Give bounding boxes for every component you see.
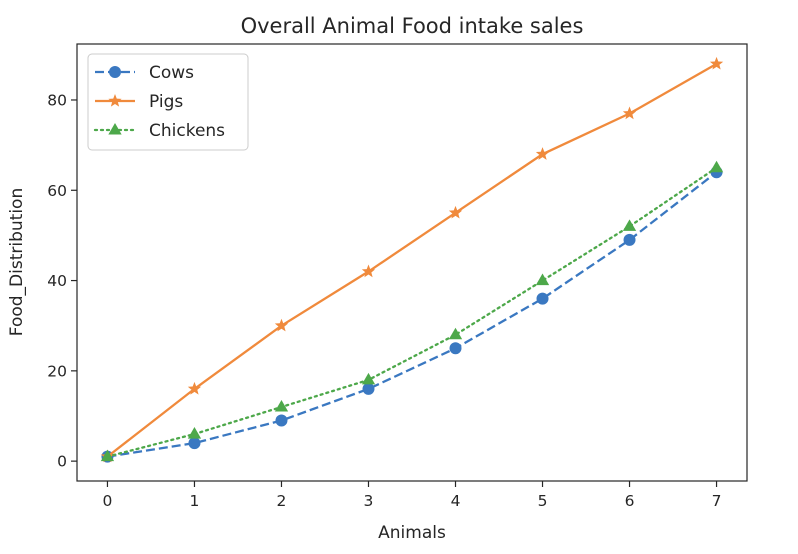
data-point-pigs bbox=[535, 147, 550, 160]
data-point-pigs bbox=[709, 56, 724, 70]
series-line-pigs bbox=[106, 62, 718, 458]
axis-ticks: 0 1 2 3 4 5 6 7 0 20 40 60 80 bbox=[47, 91, 721, 510]
data-point-chickens bbox=[100, 449, 115, 462]
data-point-chickens bbox=[187, 427, 202, 439]
series-chickens bbox=[100, 160, 724, 462]
data-point-pigs bbox=[187, 381, 202, 395]
data-point-cows bbox=[188, 437, 201, 450]
data-point-chickens bbox=[535, 273, 550, 286]
x-axis-label: Animals bbox=[378, 523, 446, 543]
legend-marker-chickens bbox=[108, 123, 122, 135]
data-point-pigs bbox=[622, 106, 637, 120]
x-tick-label: 3 bbox=[364, 492, 374, 510]
y-axis-label: Food_Distribution bbox=[7, 188, 27, 336]
data-point-cows bbox=[275, 414, 288, 427]
data-point-cows bbox=[449, 342, 462, 355]
data-point-pigs bbox=[274, 318, 289, 332]
legend-item-pigs: Pigs bbox=[95, 92, 183, 112]
data-point-pigs bbox=[361, 264, 376, 278]
y-tick-label: 20 bbox=[47, 362, 67, 380]
x-tick-label: 2 bbox=[277, 492, 287, 510]
data-point-pigs bbox=[448, 205, 463, 219]
x-tick-label: 1 bbox=[190, 492, 200, 510]
legend-marker-cows bbox=[109, 66, 121, 78]
legend-box bbox=[87, 53, 249, 151]
data-point-cows bbox=[536, 292, 549, 305]
y-tick-label: 60 bbox=[47, 182, 67, 200]
data-point-chickens bbox=[361, 372, 376, 385]
legend-item-chickens: Chickens bbox=[93, 121, 225, 141]
legend-label-pigs: Pigs bbox=[149, 92, 183, 112]
x-tick-label: 4 bbox=[451, 492, 461, 510]
legend-marker-pigs bbox=[108, 94, 122, 107]
data-point-cows bbox=[623, 233, 636, 246]
plot-series bbox=[100, 56, 724, 463]
series-cows bbox=[101, 166, 723, 463]
y-tick-label: 40 bbox=[47, 272, 67, 290]
x-tick-label: 7 bbox=[712, 492, 722, 510]
data-point-chickens bbox=[622, 219, 637, 231]
data-point-chickens bbox=[709, 160, 724, 173]
x-tick-label: 0 bbox=[103, 492, 113, 510]
legend-item-cows: Cows bbox=[95, 63, 194, 83]
data-point-cows bbox=[362, 382, 375, 395]
legend: Cows Pigs Chickens bbox=[87, 53, 249, 151]
x-tick-label: 5 bbox=[538, 492, 548, 510]
plot-frame bbox=[76, 43, 748, 482]
series-line-cows bbox=[107, 171, 718, 458]
data-point-chickens bbox=[448, 327, 463, 340]
y-tick-label: 0 bbox=[57, 453, 67, 471]
y-tick-label: 80 bbox=[47, 91, 67, 109]
chart-title: Overall Animal Food intake sales bbox=[241, 14, 584, 38]
x-tick-label: 6 bbox=[625, 492, 635, 510]
series-line-chickens bbox=[106, 166, 718, 458]
legend-label-chickens: Chickens bbox=[149, 121, 225, 141]
data-point-chickens bbox=[274, 399, 289, 412]
legend-label-cows: Cows bbox=[149, 63, 194, 83]
